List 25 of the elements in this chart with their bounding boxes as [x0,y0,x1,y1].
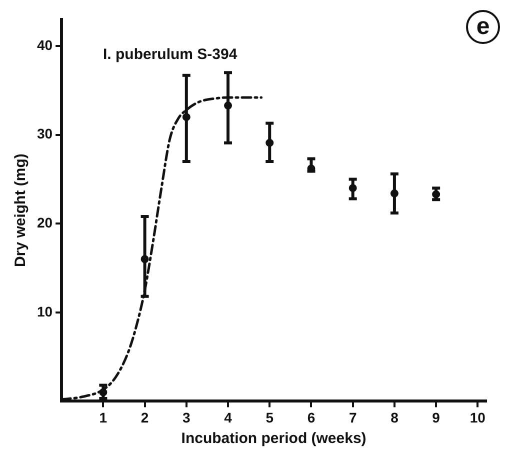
y-tick-label: 20 [36,214,53,230]
point [266,138,274,147]
annotation: e [466,10,500,44]
x-tick-label: 6 [307,409,316,426]
x-axis-title: Incubation period (weeks) [181,430,366,448]
x-tick-label: 2 [140,409,149,426]
point [348,184,357,192]
x-tick-label: 10 [470,409,486,426]
x-tick-label: 4 [224,409,232,426]
y-tick-label: 30 [36,126,53,142]
annotation: I. puberulum S-394 [103,46,238,63]
x-tick-label: 3 [182,409,191,426]
point [140,255,149,264]
point [224,102,232,110]
x-tick-label: 8 [390,409,399,426]
y-tick-label: 40 [36,36,53,53]
point [307,164,316,173]
x-tick-label: 1 [99,409,108,426]
x-tick-label: 5 [266,409,274,426]
y-axis-title: Dry weight (mg) [12,154,30,267]
x-tick-label: 7 [348,409,357,426]
x-tick-label: 9 [432,409,440,426]
point [182,113,190,122]
point [390,189,398,198]
y-tick-label: 10 [36,303,53,320]
